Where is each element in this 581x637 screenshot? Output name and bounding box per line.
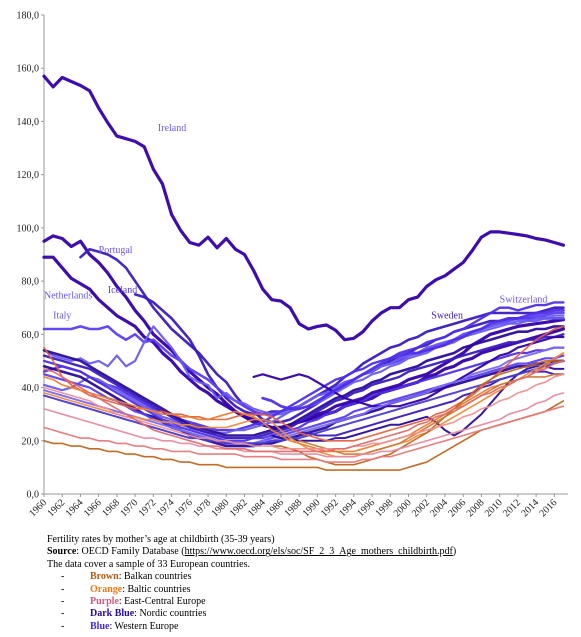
caption-source: Source: OECD Family Database (https://ww…	[47, 546, 577, 558]
x-tick-label: 1998	[373, 497, 395, 519]
country-label: Italy	[53, 310, 71, 321]
x-tick-label: 2016	[538, 497, 560, 519]
x-tick-label: 1962	[45, 497, 67, 519]
series-line	[42, 301, 565, 432]
series-line	[43, 352, 565, 453]
legend-dash: -	[61, 608, 65, 620]
x-tick-label: 1978	[191, 497, 213, 519]
x-tick-label: 1982	[228, 497, 250, 519]
x-tick-label: 1974	[155, 497, 177, 519]
legend-item-orange: - Orange: Baltic countries	[61, 584, 577, 596]
series-line	[43, 360, 565, 453]
x-tick-label: 2010	[483, 497, 505, 519]
x-tick-label: 1968	[100, 497, 122, 519]
x-tick-label: 1980	[209, 497, 231, 519]
series-line	[43, 346, 565, 445]
legend-dash: -	[61, 596, 65, 608]
legend-item-purple: - Purple: East-Central Europe	[61, 596, 577, 608]
series-line	[261, 309, 565, 411]
x-tick-label: 1984	[246, 497, 268, 519]
y-tick-label: 60,0	[22, 330, 40, 341]
y-tick-label: 80,0	[22, 277, 40, 288]
x-tick-label: 1992	[319, 497, 341, 519]
x-tick-label: 2006	[446, 497, 468, 519]
x-axis: 1960196219641966196819701972197419761978…	[27, 493, 568, 519]
x-tick-label: 1976	[173, 497, 195, 519]
legend-dash: -	[61, 571, 65, 583]
series-line	[42, 325, 565, 437]
y-tick-label: 0,0	[27, 490, 40, 501]
legend-dash: -	[61, 620, 65, 632]
series-line	[252, 335, 565, 408]
legend-desc: : Balkan countries	[118, 571, 192, 583]
legend-color-name: Purple	[90, 596, 119, 608]
y-tick-label: 140,0	[17, 117, 40, 128]
x-tick-label: 1972	[137, 497, 159, 519]
source-label: Source	[47, 546, 77, 558]
x-tick-label: 1988	[282, 497, 304, 519]
y-tick-label: 40,0	[22, 383, 40, 394]
series-line	[43, 359, 565, 445]
series-line	[43, 400, 565, 471]
series-line	[43, 392, 565, 458]
x-tick-label: 2012	[501, 497, 523, 519]
x-tick-label: 2002	[410, 497, 432, 519]
caption: Fertility rates by mother’s age at child…	[47, 534, 577, 633]
source-close: )	[452, 546, 457, 558]
y-tick-label: 20,0	[22, 436, 40, 447]
x-tick-label: 2008	[465, 497, 487, 519]
legend-color-name: Dark Blue	[90, 608, 135, 620]
country-label: Switzerland	[500, 294, 548, 305]
country-label: Portugal	[99, 245, 133, 256]
series-line	[270, 365, 565, 442]
legend-item-brown: - Brown: Balkan countries	[61, 571, 577, 583]
legend-color-name: Brown	[90, 571, 119, 583]
x-tick-label: 1990	[301, 497, 323, 519]
series-line	[43, 405, 565, 463]
x-tick-label: 1966	[82, 497, 104, 519]
legend-desc: : Western Europe	[109, 620, 179, 632]
y-tick-label: 120,0	[17, 170, 40, 181]
y-tick-label: 100,0	[17, 223, 40, 234]
country-labels: Ireland Portugal Netherlands Iceland Italy Sw…	[44, 123, 547, 322]
y-tick-label: 180,0	[17, 11, 40, 22]
color-legend: - Brown: Balkan countries - Orange: Baltic…	[47, 571, 577, 633]
series-line	[42, 333, 565, 440]
x-tick-label: 1986	[264, 497, 286, 519]
country-label: Sweden	[431, 310, 463, 321]
caption-title: Fertility rates by mother’s age at child…	[47, 534, 275, 545]
source-text: : OECD Family Database (	[76, 546, 185, 558]
caption-coverage: The data cover a sample of 33 European c…	[47, 558, 250, 570]
x-tick-label: 1994	[337, 497, 359, 519]
legend-desc: : East-Central Europe	[118, 596, 206, 608]
country-label: Ireland	[158, 123, 186, 134]
x-tick-label: 2000	[392, 497, 414, 519]
legend-dash: -	[61, 583, 65, 595]
series-line	[43, 325, 565, 442]
series-line	[43, 373, 565, 450]
country-label: Netherlands	[44, 290, 92, 301]
x-tick-label: 1964	[64, 497, 86, 519]
series-line	[42, 354, 565, 445]
legend-desc: : Baltic countries	[122, 583, 191, 595]
legend-item-dark-blue: - Dark Blue: Nordic countries	[61, 608, 577, 620]
series-lines	[42, 74, 565, 471]
country-label: Iceland	[108, 285, 137, 296]
legend-color-name: Orange	[90, 583, 123, 595]
series-line	[42, 346, 565, 442]
fertility-chart: 0,0 20,0 40,0 60,0 80,0 100,0 120,0 140,0 160,0 1…	[17, 11, 568, 519]
legend-color-name: Blue	[90, 620, 110, 632]
y-axis: 0,0 20,0 40,0 60,0 80,0 100,0 120,0 140,0 160,0 1…	[17, 11, 45, 501]
x-tick-label: 1960	[27, 497, 49, 519]
source-link[interactable]: https://www.oecd.org/els/soc/SF_2_3_Age_…	[184, 546, 453, 558]
series-line	[42, 74, 565, 342]
legend-item-blue: - Blue: Western Europe	[61, 621, 577, 633]
x-tick-label: 2004	[428, 497, 450, 519]
legend-desc: : Nordic countries	[134, 608, 207, 620]
x-tick-label: 1970	[118, 497, 140, 519]
x-tick-label: 1996	[355, 497, 377, 519]
x-tick-label: 2014	[519, 497, 541, 519]
y-tick-label: 160,0	[17, 64, 40, 75]
